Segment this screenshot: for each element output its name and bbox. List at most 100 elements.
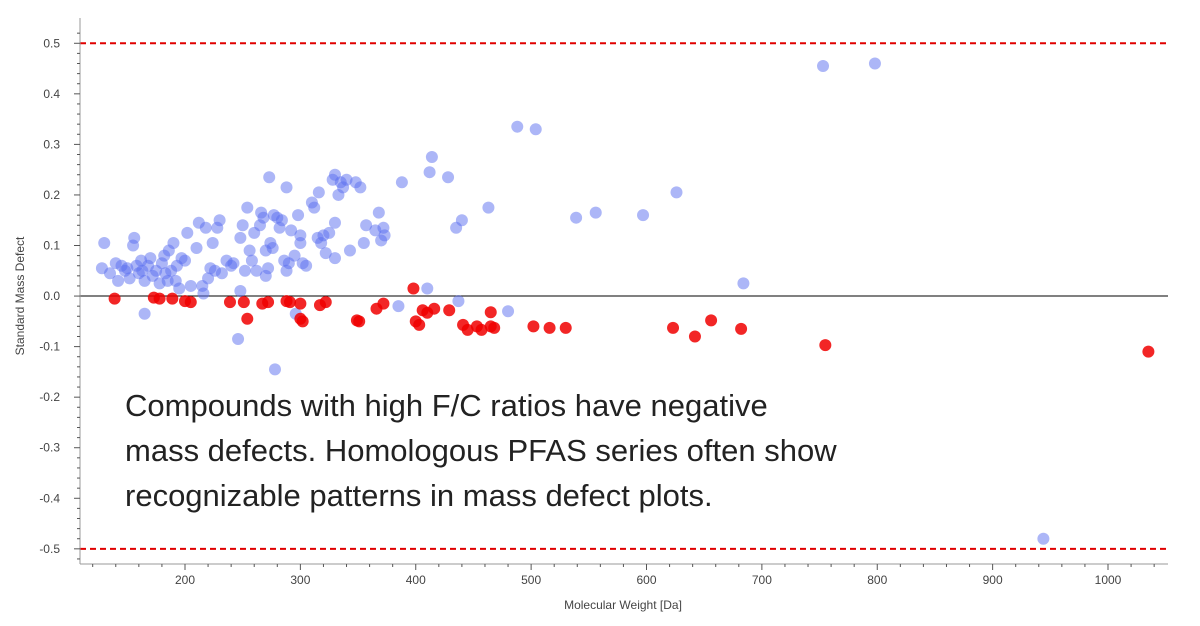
data-point-red — [461, 323, 474, 336]
y-axis-label: Standard Mass Defect — [13, 236, 27, 355]
data-point-blue — [378, 229, 391, 242]
x-tick-label: 900 — [983, 573, 1003, 587]
data-point-red — [184, 296, 197, 309]
data-point-blue — [184, 279, 197, 292]
data-point-blue — [241, 201, 254, 214]
data-point-red — [705, 314, 718, 327]
data-point-blue — [292, 209, 305, 222]
data-point-blue — [360, 219, 373, 232]
y-tick-label: 0.3 — [43, 137, 60, 151]
data-point-blue — [234, 285, 247, 297]
data-point-blue — [502, 305, 515, 318]
data-point-blue — [1037, 532, 1050, 545]
data-point-red — [294, 297, 307, 310]
data-point-blue — [312, 186, 325, 199]
data-point-red — [377, 297, 390, 310]
data-point-red — [166, 292, 179, 305]
data-point-blue — [206, 236, 219, 249]
data-point-blue — [167, 236, 180, 249]
annotation-line: mass defects. Homologous PFAS series oft… — [125, 433, 837, 468]
data-point-red — [428, 302, 441, 315]
data-point-blue — [570, 211, 583, 224]
data-point-red — [296, 315, 309, 328]
data-point-red — [413, 318, 426, 331]
data-point-red — [237, 296, 250, 309]
data-point-blue — [103, 267, 116, 280]
data-point-blue — [308, 201, 321, 214]
data-point-blue — [232, 333, 245, 346]
x-tick-label: 700 — [752, 573, 772, 587]
annotation-line: recognizable patterns in mass defect plo… — [125, 478, 713, 513]
data-point-blue — [243, 244, 256, 257]
data-point-blue — [268, 363, 281, 376]
data-point-blue — [294, 236, 307, 249]
data-point-blue — [637, 209, 650, 222]
data-point-blue — [238, 264, 251, 277]
data-point-blue — [199, 221, 212, 234]
y-tick-label: -0.2 — [39, 390, 60, 404]
data-points — [95, 57, 1155, 545]
data-point-red — [353, 315, 366, 328]
data-point-blue — [319, 247, 332, 260]
data-point-blue — [280, 181, 293, 194]
data-point-blue — [128, 231, 141, 244]
data-point-blue — [250, 264, 263, 277]
data-point-blue — [421, 282, 434, 295]
data-point-blue — [275, 214, 288, 227]
data-point-blue — [395, 176, 408, 189]
data-point-red — [443, 304, 456, 317]
data-point-blue — [197, 287, 210, 300]
data-point-red — [407, 282, 420, 295]
data-point-blue — [357, 236, 370, 249]
data-point-blue — [423, 166, 436, 179]
data-point-red — [559, 321, 572, 334]
data-point-red — [319, 296, 332, 309]
data-point-red — [153, 292, 166, 305]
data-point-red — [667, 321, 680, 334]
data-point-blue — [98, 236, 111, 249]
x-tick-label: 300 — [290, 573, 310, 587]
y-tick-label: -0.1 — [39, 340, 60, 354]
data-point-red — [735, 322, 748, 335]
data-point-blue — [372, 206, 385, 219]
x-tick-label: 200 — [175, 573, 195, 587]
data-point-blue — [868, 57, 881, 70]
y-tick-label: 0.4 — [43, 87, 60, 101]
data-point-blue — [202, 272, 215, 285]
data-point-blue — [323, 226, 336, 239]
data-point-blue — [328, 252, 341, 265]
reference-lines — [80, 42, 1168, 550]
y-tick-label: 0.2 — [43, 188, 60, 202]
data-point-blue — [213, 214, 226, 227]
data-point-blue — [178, 254, 191, 267]
data-point-blue — [190, 242, 203, 255]
data-point-blue — [266, 242, 279, 255]
data-point-blue — [263, 171, 276, 184]
data-point-blue — [817, 60, 830, 73]
data-point-red — [484, 306, 497, 319]
axes: 200 300 400 500 600 700 800 900 1000 0.5 0.4 0.3 0.2… — [39, 18, 1168, 587]
y-tick-label: 0.0 — [43, 289, 60, 303]
data-point-blue — [425, 151, 438, 164]
data-point-blue — [288, 249, 301, 262]
data-point-red — [688, 330, 701, 343]
x-tick-label: 600 — [636, 573, 656, 587]
data-point-blue — [455, 214, 468, 227]
data-point-blue — [121, 262, 134, 275]
data-point-blue — [227, 257, 240, 270]
data-point-blue — [328, 216, 341, 229]
data-point-blue — [236, 219, 249, 232]
x-tick-label: 400 — [406, 573, 426, 587]
data-point-blue — [300, 259, 313, 272]
data-point-red — [1142, 345, 1155, 358]
data-point-blue — [737, 277, 750, 290]
data-point-red — [488, 321, 501, 334]
annotation-line: Compounds with high F/C ratios have nega… — [125, 388, 768, 423]
x-axis-label: Molecular Weight [Da] — [564, 598, 682, 612]
x-tick-label: 800 — [867, 573, 887, 587]
x-tick-label: 1000 — [1095, 573, 1122, 587]
data-point-red — [223, 296, 236, 309]
data-point-blue — [511, 120, 524, 133]
y-tick-label: 0.5 — [43, 36, 60, 50]
data-point-blue — [173, 282, 186, 295]
